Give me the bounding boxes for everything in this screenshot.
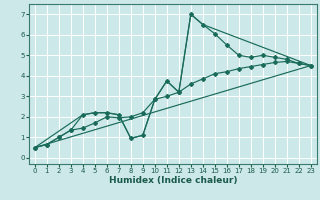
X-axis label: Humidex (Indice chaleur): Humidex (Indice chaleur) (108, 176, 237, 185)
